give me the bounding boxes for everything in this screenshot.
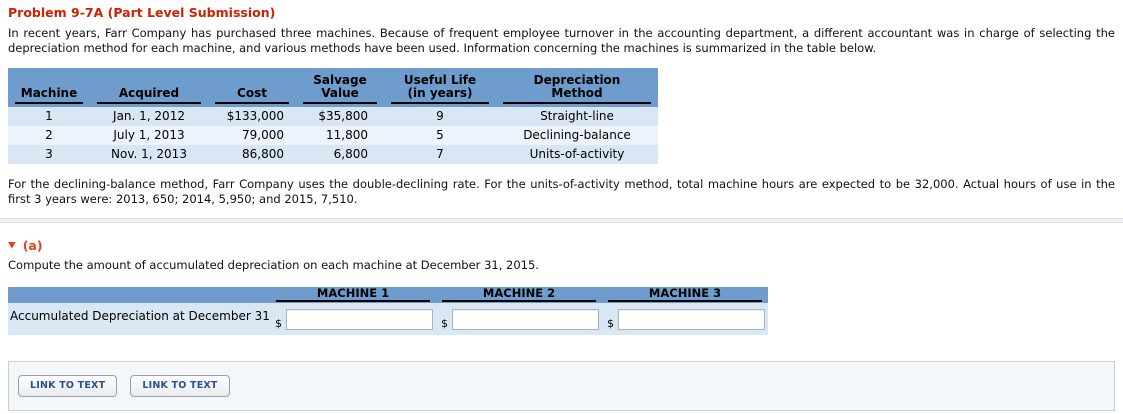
machine-2-answer-cell: $ [436,303,602,335]
section-divider [0,218,1123,223]
machine-1-answer-cell: $ [270,303,436,335]
table-row: 2 July 1, 2013 79,000 11,800 5 Declining… [8,126,658,145]
column-header-machine: Machine [8,72,90,107]
cell-machine: 2 [45,128,53,142]
instruction-text: Compute the amount of accumulated deprec… [8,258,539,272]
cell-useful-life: 5 [436,128,444,142]
link-to-text-button[interactable]: LINK TO TEXT [130,375,230,397]
cell-useful-life: 7 [436,147,444,161]
answer-table-row: Accumulated Depreciation at December 31 … [8,303,768,335]
column-header-salvage-value: Salvage Value [296,72,384,107]
machine-2-depreciation-input[interactable] [452,308,599,330]
column-header-useful-life: Useful Life (in years) [384,72,496,107]
triangle-down-icon[interactable]: ▼ [8,240,16,250]
cell-method: Straight-line [540,109,614,123]
cell-salvage: $35,800 [318,109,368,123]
column-header-machine-2: MACHINE 2 [436,287,602,304]
section-a-label: (a) [22,238,43,253]
machines-info-table: Machine Acquired Cost Salvage Value Usef… [8,68,658,164]
details-paragraph: For the declining-balance method, Farr C… [8,177,1115,206]
section-a-header: ▼ (a) [8,238,1115,253]
cell-cost: 79,000 [242,128,284,142]
cell-cost: $133,000 [226,109,284,123]
page-title: Problem 9-7A (Part Level Submission) [8,5,276,20]
answer-header-spacer [8,287,270,304]
column-header-acquired: Acquired [90,72,208,107]
answer-table-header-row: MACHINE 1 MACHINE 2 MACHINE 3 [8,287,768,303]
dollar-sign: $ [607,316,614,330]
link-to-text-button[interactable]: LINK TO TEXT [18,375,118,397]
column-header-depreciation-method: Depreciation Method [496,72,658,107]
footer-panel: LINK TO TEXT LINK TO TEXT [8,361,1115,411]
answer-table: MACHINE 1 MACHINE 2 MACHINE 3 Accumulate… [8,287,768,335]
cell-acquired: Jan. 1, 2012 [113,109,185,123]
accumulated-depreciation-label: Accumulated Depreciation at December 31 [10,309,270,323]
cell-acquired: Nov. 1, 2013 [111,147,187,161]
cell-salvage: 6,800 [333,147,368,161]
cell-method: Declining-balance [523,128,631,142]
cell-acquired: July 1, 2013 [113,128,185,142]
machine-1-depreciation-input[interactable] [286,308,433,330]
machine-3-answer-cell: $ [602,303,768,335]
cell-method: Units-of-activity [529,147,625,161]
intro-paragraph: In recent years, Farr Company has purcha… [8,26,1115,55]
cell-machine: 1 [45,109,53,123]
cell-useful-life: 9 [436,109,444,123]
dollar-sign: $ [441,316,448,330]
table-row: 1 Jan. 1, 2012 $133,000 $35,800 9 Straig… [8,107,658,126]
cell-cost: 86,800 [242,147,284,161]
column-header-machine-3: MACHINE 3 [602,287,768,304]
machines-table-header-row: Machine Acquired Cost Salvage Value Usef… [8,68,658,107]
machine-3-depreciation-input[interactable] [618,308,765,330]
column-header-cost: Cost [208,72,296,107]
cell-machine: 3 [45,147,53,161]
column-header-machine-1: MACHINE 1 [270,287,436,304]
cell-salvage: 11,800 [326,128,368,142]
dollar-sign: $ [275,316,282,330]
table-row: 3 Nov. 1, 2013 86,800 6,800 7 Units-of-a… [8,145,658,164]
